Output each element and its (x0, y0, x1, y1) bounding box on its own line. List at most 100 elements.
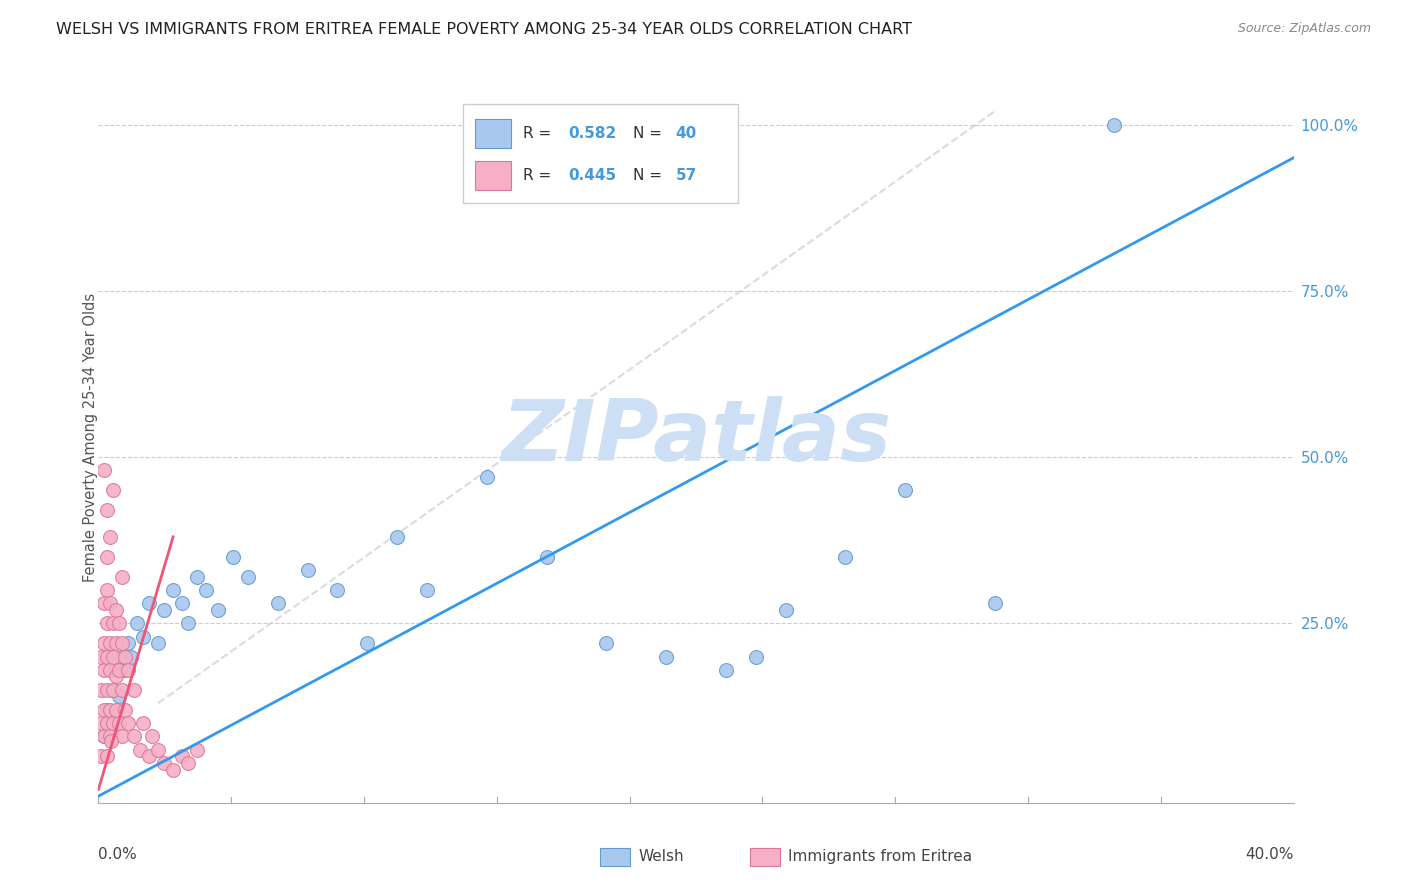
Point (96, 549, 118, 564)
Point (172, 749, 194, 764)
Point (114, 703, 136, 717)
Text: 57: 57 (676, 168, 697, 183)
Text: 0.582: 0.582 (568, 126, 616, 141)
Point (132, 630, 155, 644)
Point (93, 463, 115, 477)
Point (98, 716, 122, 731)
Point (93, 729, 115, 743)
Point (96, 703, 118, 717)
Point (195, 582, 218, 597)
Point (98, 729, 122, 743)
Point (138, 749, 160, 764)
Point (124, 682, 146, 697)
Point (105, 636, 128, 650)
Point (207, 603, 229, 617)
Point (267, 596, 290, 610)
Text: 40: 40 (676, 126, 697, 141)
Text: 40.0%: 40.0% (1246, 847, 1294, 862)
Point (90, 716, 112, 731)
Point (124, 729, 146, 743)
Text: R =: R = (523, 168, 555, 183)
Point (297, 563, 319, 577)
Point (96, 716, 118, 731)
Point (103, 649, 125, 664)
Point (111, 570, 134, 584)
Point (108, 663, 131, 677)
Point (714, 663, 737, 677)
Point (114, 649, 136, 664)
Point (153, 603, 176, 617)
Point (162, 763, 184, 777)
Point (111, 636, 134, 650)
FancyBboxPatch shape (463, 104, 738, 203)
Point (132, 716, 155, 731)
Point (96, 582, 118, 597)
Point (148, 636, 170, 650)
Point (775, 603, 797, 617)
Point (834, 549, 856, 564)
Point (105, 603, 128, 617)
Point (120, 649, 142, 664)
Point (105, 703, 128, 717)
Point (90, 649, 112, 664)
Point (186, 742, 208, 756)
Text: R =: R = (523, 126, 555, 141)
Text: 0.445: 0.445 (568, 168, 616, 183)
FancyBboxPatch shape (749, 848, 780, 866)
Text: N =: N = (633, 126, 666, 141)
Point (186, 570, 208, 584)
FancyBboxPatch shape (475, 119, 510, 148)
Y-axis label: Female Poverty Among 25-34 Year Olds: Female Poverty Among 25-34 Year Olds (83, 293, 97, 582)
Point (595, 636, 617, 650)
Point (103, 716, 125, 731)
Point (356, 636, 378, 650)
Text: Immigrants from Eritrea: Immigrants from Eritrea (787, 848, 972, 863)
Point (98, 530, 122, 544)
Point (98, 663, 122, 677)
Point (103, 483, 125, 498)
Point (98, 703, 122, 717)
Point (385, 530, 409, 544)
Point (103, 682, 125, 697)
Point (153, 756, 176, 770)
Point (416, 582, 439, 597)
Point (96, 749, 118, 764)
Point (111, 649, 134, 664)
Point (96, 616, 118, 631)
Point (96, 649, 118, 664)
Point (105, 663, 128, 677)
Point (111, 682, 134, 697)
Text: Welsh: Welsh (638, 848, 685, 863)
Point (326, 582, 349, 597)
FancyBboxPatch shape (600, 848, 630, 866)
Point (98, 596, 122, 610)
Point (984, 596, 1007, 610)
Point (96, 682, 118, 697)
Point (111, 729, 134, 743)
Point (105, 669, 128, 683)
Point (96, 503, 118, 517)
Point (93, 596, 115, 610)
Point (108, 716, 131, 731)
Point (108, 690, 131, 704)
Point (536, 549, 558, 564)
Point (1104, 118, 1126, 132)
Point (103, 682, 125, 697)
Point (129, 742, 152, 756)
Point (93, 729, 115, 743)
Point (148, 742, 170, 756)
Point (172, 596, 194, 610)
Point (745, 649, 768, 664)
Point (93, 636, 115, 650)
Point (655, 649, 678, 664)
Point (117, 636, 139, 650)
Point (177, 616, 200, 631)
Point (117, 663, 139, 677)
Point (475, 470, 498, 484)
Point (141, 729, 163, 743)
Text: ZIPatlas: ZIPatlas (501, 395, 891, 479)
Point (236, 570, 259, 584)
Point (103, 616, 125, 631)
Point (894, 483, 917, 498)
Point (138, 596, 160, 610)
